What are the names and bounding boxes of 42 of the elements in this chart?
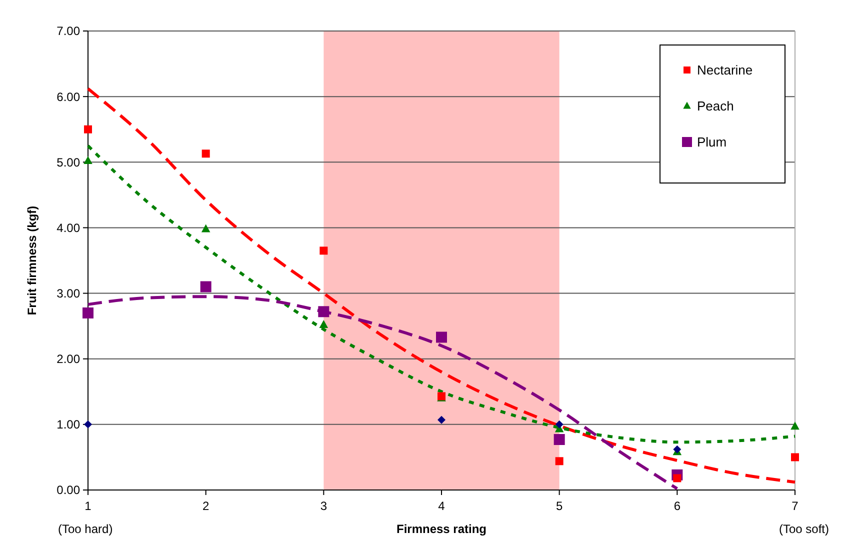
y-tick-label: 4.00 <box>56 220 80 235</box>
point <box>318 306 330 318</box>
x-tick-label: 1 <box>84 499 92 513</box>
point <box>436 332 447 343</box>
legend-label: Nectarine <box>697 62 753 78</box>
text: (Too hard) <box>58 522 113 536</box>
y-tick-label: 7.00 <box>56 24 80 38</box>
point <box>202 150 210 158</box>
line-series <box>86 295 679 490</box>
y-tick-label: 2.00 <box>56 352 80 366</box>
y-tick-label: 1.00 <box>56 418 80 432</box>
point <box>673 474 682 482</box>
legend-label: Plum <box>697 134 727 150</box>
point <box>201 224 210 232</box>
x-tick-label: 2 <box>202 499 210 513</box>
point <box>320 246 328 255</box>
legend-label: Peach <box>697 98 734 114</box>
point <box>84 420 92 428</box>
point <box>82 307 94 318</box>
x-tick-label: 7 <box>792 499 799 513</box>
x-tick-label: 5 <box>556 499 563 513</box>
point <box>84 125 92 134</box>
x-tick-label: 3 <box>320 499 328 513</box>
line-series <box>86 87 796 484</box>
y-tick-label: 6.00 <box>56 90 80 104</box>
point <box>555 457 564 466</box>
point <box>200 281 212 292</box>
y-tick-label: 3.00 <box>56 286 80 300</box>
point <box>555 420 564 428</box>
point <box>554 434 565 446</box>
point <box>790 422 800 430</box>
y-axis-title: Fruit firmness (kgf) <box>25 206 39 316</box>
point <box>791 453 799 462</box>
x-axis-title: Firmness rating <box>396 522 487 536</box>
point <box>319 320 328 328</box>
point <box>438 416 446 424</box>
y-tick-label: 5.00 <box>56 155 80 170</box>
x-tick-label: 6 <box>674 499 681 513</box>
text: (Too soft) <box>778 522 830 536</box>
y-tick-label: 0.00 <box>56 483 80 498</box>
point <box>84 156 92 164</box>
x-tick-label: 4 <box>438 499 446 513</box>
